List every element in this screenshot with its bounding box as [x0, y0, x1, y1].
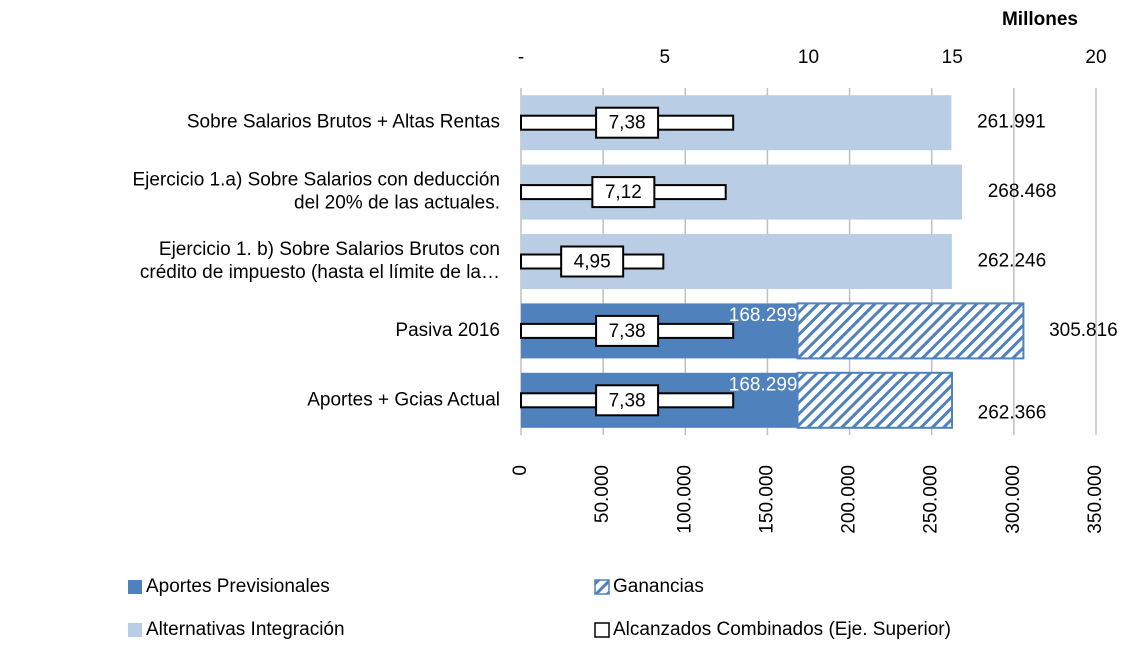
- data-label-box: [595, 106, 660, 139]
- legend-label: Ganancias: [613, 576, 704, 597]
- data-label: 7,12: [605, 182, 642, 203]
- y-tick-label: Aportes + Gcias Actual: [307, 389, 500, 410]
- data-label: 168.299: [729, 374, 798, 395]
- x-tick-label: 350.000: [1085, 465, 1106, 534]
- data-label: 7,38: [609, 390, 646, 411]
- x-tick-label: 150.000: [756, 465, 777, 534]
- x-tick-label: 50.000: [592, 465, 613, 523]
- y-tick-label: Pasiva 2016: [395, 320, 500, 341]
- x-tick-label: 0: [510, 465, 531, 476]
- legend-swatch: [594, 579, 610, 595]
- data-label-box: [560, 245, 625, 278]
- data-label: 262.246: [977, 251, 1046, 272]
- data-label-box: [595, 384, 660, 417]
- x2-tick-label: 10: [798, 47, 819, 68]
- data-label: 7,38: [609, 113, 646, 134]
- x2-axis-label: Millones: [1002, 9, 1078, 30]
- x2-tick-label: 15: [942, 47, 963, 68]
- legend-swatch: [128, 580, 142, 594]
- legend-swatch: [594, 622, 610, 638]
- bar: [796, 302, 1025, 360]
- data-label: 4,95: [574, 252, 611, 273]
- data-label: 168.299: [729, 305, 798, 326]
- y-tick-label: Ejercicio 1. b) Sobre Salarios Brutos co…: [140, 239, 500, 283]
- data-label: 268.468: [988, 181, 1057, 202]
- x2-tick-label: 5: [659, 47, 670, 68]
- legend-label: Alternativas Integración: [146, 619, 345, 640]
- x-tick-label: 100.000: [674, 465, 695, 534]
- data-label: 261.991: [977, 112, 1046, 133]
- x2-tick-label: 20: [1085, 47, 1106, 68]
- y-tick-label: Ejercicio 1.a) Sobre Salarios con deducc…: [132, 170, 500, 214]
- total-label: 305.816: [1049, 320, 1118, 341]
- data-label-box: [591, 176, 656, 209]
- total-label: 262.366: [978, 402, 1047, 423]
- x-tick-label: 300.000: [1003, 465, 1024, 534]
- legend-label: Aportes Previsionales: [146, 576, 330, 597]
- data-label: 7,38: [609, 321, 646, 342]
- y-tick-label: Sobre Salarios Brutos + Altas Rentas: [187, 112, 500, 133]
- legend-label: Alcanzados Combinados (Eje. Superior): [613, 619, 951, 640]
- x-tick-label: 200.000: [839, 465, 860, 534]
- x-tick-label: 250.000: [921, 465, 942, 534]
- data-label-box: [595, 314, 660, 347]
- bar: [796, 371, 954, 429]
- x2-tick-label: -: [518, 47, 524, 68]
- legend-swatch: [128, 623, 142, 637]
